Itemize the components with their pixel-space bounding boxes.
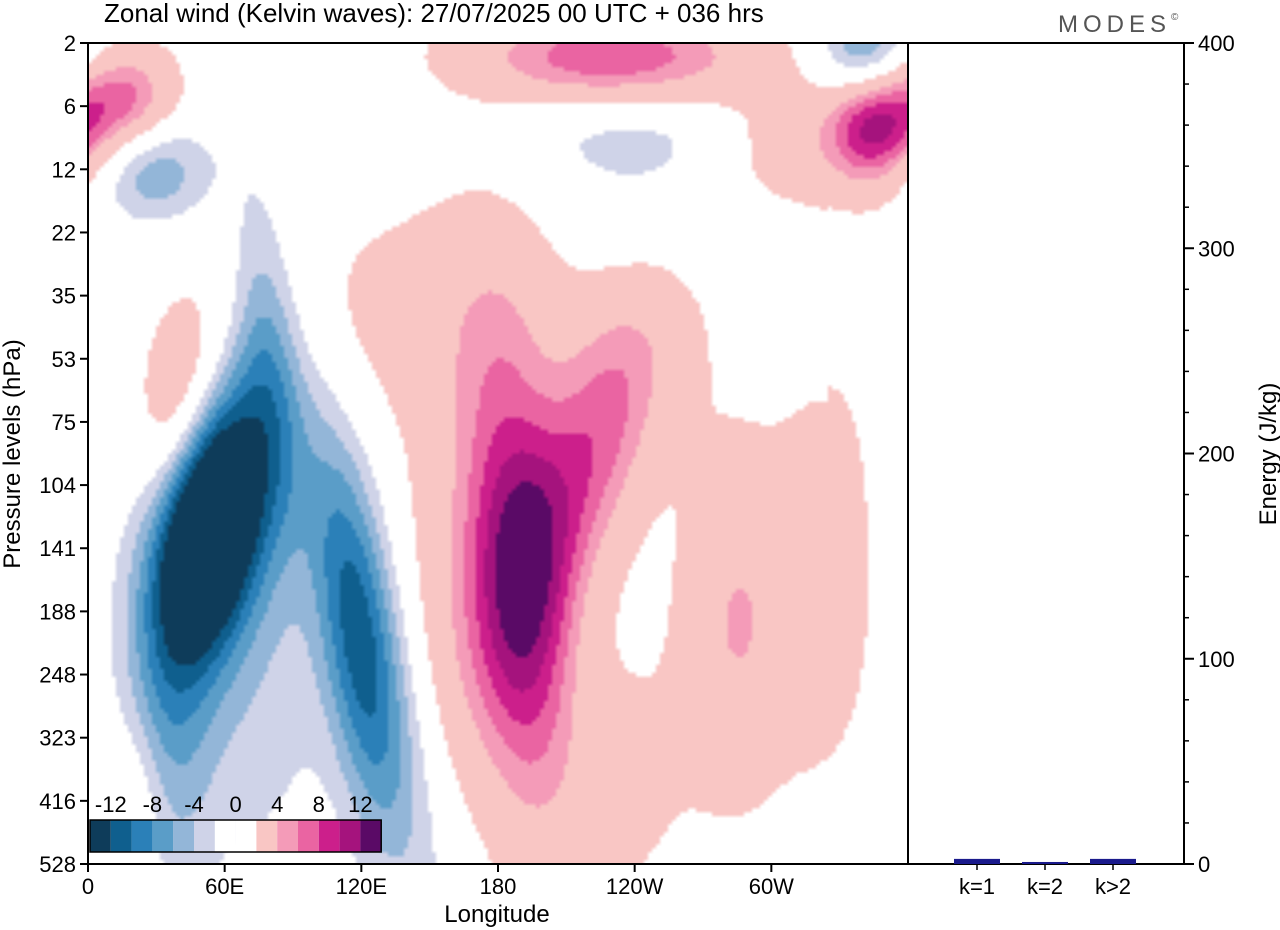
pressure-tick-label: 416 xyxy=(39,789,76,814)
longitude-tick-label: 60E xyxy=(205,874,244,899)
pressure-tick-label: 6 xyxy=(64,94,76,119)
y-axis-label: Pressure levels (hPa) xyxy=(0,339,26,568)
longitude-tick-label: 60W xyxy=(749,874,794,899)
colorbar-swatch xyxy=(173,820,194,852)
longitude-tick-label: 120E xyxy=(336,874,387,899)
chart-title: Zonal wind (Kelvin waves): 27/07/2025 00… xyxy=(104,0,764,28)
energy-frame xyxy=(907,42,1185,865)
energy-bar-chart: 0 100 200 300 400 k=1 k=2 k>2 Energy (J/kg) xyxy=(907,31,1280,899)
energy-bars xyxy=(954,858,1136,864)
energy-bar xyxy=(1090,858,1136,864)
colorbar-swatch xyxy=(152,820,174,852)
energy-axis: 0 100 200 300 400 xyxy=(1184,31,1235,877)
brand-logo: MODES© xyxy=(1058,11,1183,38)
longitude-tick-label: 180 xyxy=(480,874,517,899)
pressure-tick-label: 248 xyxy=(39,663,76,688)
colorbar-swatch xyxy=(256,820,278,852)
pressure-tick-label: 188 xyxy=(39,599,76,624)
pressure-tick-label: 528 xyxy=(39,852,76,877)
colorbar-swatch xyxy=(194,820,215,852)
energy-tick-label: 400 xyxy=(1198,31,1235,56)
pressure-tick-label: 323 xyxy=(39,726,76,751)
colorbar-frame xyxy=(89,819,382,853)
pressure-tick-label: 12 xyxy=(52,157,76,182)
colorbar-swatch xyxy=(110,820,132,852)
wavenumber-label: k=1 xyxy=(959,874,995,899)
pressure-tick-label: 104 xyxy=(39,473,76,498)
colorbar-label: -12 xyxy=(95,792,127,817)
colorbar-swatch xyxy=(339,820,361,852)
energy-tick-label: 0 xyxy=(1198,852,1210,877)
brand-name: MODES xyxy=(1058,11,1171,38)
wavenumber-axis: k=1 k=2 k>2 xyxy=(959,864,1131,899)
energy-tick-label: 100 xyxy=(1198,647,1235,672)
colorbar-swatch xyxy=(214,820,236,852)
energy-axis-label: Energy (J/kg) xyxy=(1255,383,1280,526)
energy-bar xyxy=(954,858,1000,864)
colorbar-swatch xyxy=(298,820,319,852)
pressure-tick-label: 141 xyxy=(39,536,76,561)
pressure-tick-label: 53 xyxy=(52,347,76,372)
colorbar-swatch xyxy=(277,820,298,852)
colorbar-swatch xyxy=(131,820,153,852)
pressure-tick-label: 75 xyxy=(52,410,76,435)
wind-heatmap: 2 6 12 22 35 53 75 104 141 188 248 323 416 528 0 60E 12… xyxy=(0,31,909,928)
pressure-tick-label: 22 xyxy=(52,220,76,245)
colorbar-label: 12 xyxy=(348,792,372,817)
pressure-tick-label: 2 xyxy=(64,31,76,56)
longitude-tick-label: 0 xyxy=(82,874,94,899)
colorbar-label: -8 xyxy=(143,792,163,817)
x-axis-label: Longitude xyxy=(444,901,549,928)
colorbar-label: 0 xyxy=(229,792,241,817)
colorbar-swatch xyxy=(90,820,111,852)
wind-field-image xyxy=(88,43,908,864)
colorbar-label: -4 xyxy=(184,792,204,817)
wavenumber-label: k>2 xyxy=(1095,874,1131,899)
wavenumber-label: k=2 xyxy=(1027,874,1063,899)
pressure-tick-label: 35 xyxy=(52,284,76,309)
colorbar-label: 4 xyxy=(271,792,283,817)
colorbar-swatch xyxy=(360,820,382,852)
pressure-axis: 2 6 12 22 35 53 75 104 141 188 248 323 416 528 xyxy=(39,31,88,877)
brand-mark: © xyxy=(1171,12,1183,23)
colorbar: -12 -8 -4 0 4 8 12 xyxy=(89,792,382,853)
colorbar-swatch xyxy=(318,820,340,852)
colorbar-swatch xyxy=(235,820,257,852)
longitude-tick-label: 120W xyxy=(606,874,664,899)
energy-bar xyxy=(1022,861,1068,864)
colorbar-label: 8 xyxy=(313,792,325,817)
energy-tick-label: 200 xyxy=(1198,442,1235,467)
energy-tick-label: 300 xyxy=(1198,236,1235,261)
longitude-axis: 0 60E 120E 180 120W 60W xyxy=(82,864,794,899)
